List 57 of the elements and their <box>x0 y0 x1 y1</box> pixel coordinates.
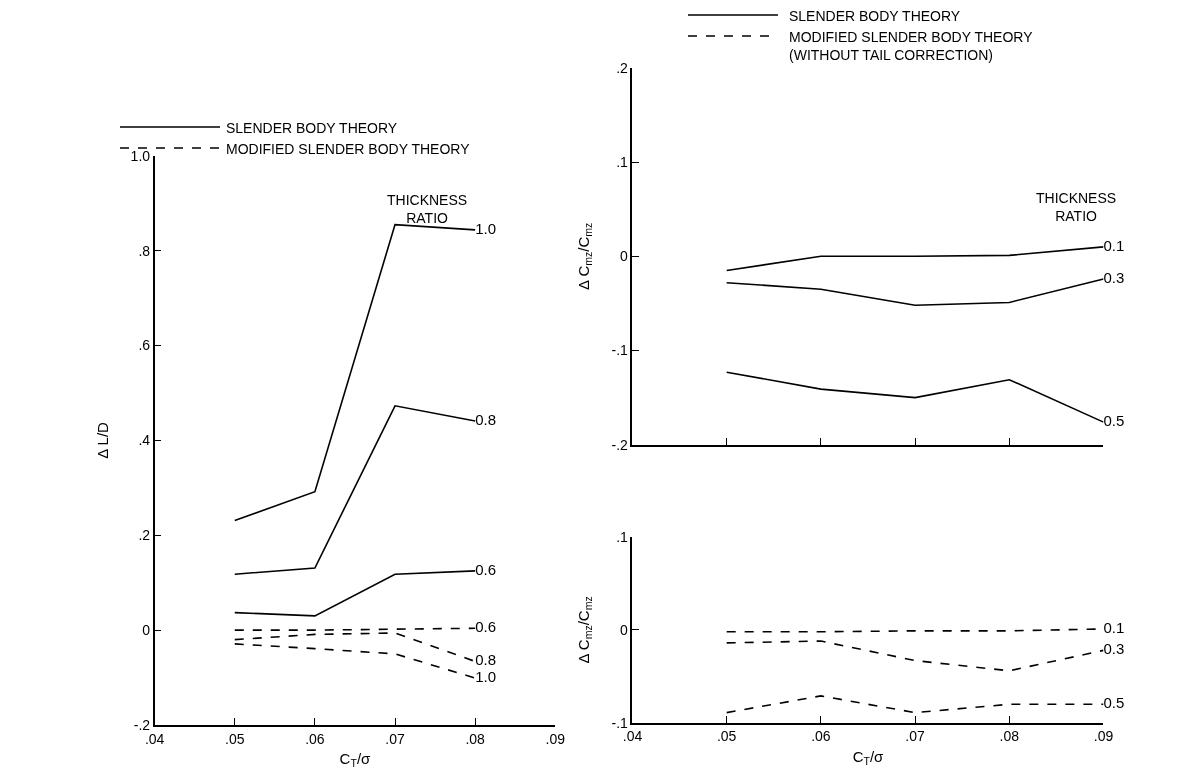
series-label: 0.6 <box>475 560 497 578</box>
x-tick-label: .04 <box>144 730 165 747</box>
y-tick-label: -.2 <box>611 436 629 453</box>
line-series <box>725 278 1104 307</box>
y-axis-title: Δ L/D <box>94 421 112 459</box>
x-tick-label: .08 <box>465 730 486 747</box>
annotation: MODIFIED SLENDER BODY THEORY <box>226 141 471 157</box>
series-label: 0.5 <box>1103 694 1125 712</box>
series-label: 0.8 <box>475 651 497 669</box>
line-series <box>725 246 1104 272</box>
series-label: 0.1 <box>1103 236 1125 254</box>
x-tick-label: .06 <box>811 728 831 745</box>
x-tick-label: .09 <box>545 730 566 747</box>
series-label: 1.0 <box>475 219 497 237</box>
line-series <box>233 223 476 522</box>
y-tick-label: 0 <box>620 621 629 638</box>
series-label: 0.8 <box>475 410 497 428</box>
x-tick-label: .07 <box>385 730 405 747</box>
series-label: 0.3 <box>1103 268 1125 286</box>
y-tick-label: .2 <box>616 59 629 76</box>
line-series <box>233 405 476 575</box>
series-label: 0.1 <box>1103 618 1125 636</box>
x-tick-label: .08 <box>999 728 1020 745</box>
y-tick-label: .4 <box>138 432 151 449</box>
y-tick-label: .8 <box>138 242 151 259</box>
y-tick-label: 1.0 <box>130 147 151 164</box>
y-tick-label: -.1 <box>611 342 629 359</box>
text: SLENDER BODY THEORY <box>789 8 961 24</box>
line-series <box>233 632 476 663</box>
y-tick-label: .2 <box>138 527 151 544</box>
annotation: THICKNESS RATIO <box>1036 190 1117 225</box>
y-tick-label: 0 <box>142 622 151 639</box>
x-tick-label: .07 <box>905 728 926 745</box>
line-series <box>725 640 1104 672</box>
x-tick-label: .05 <box>225 730 245 747</box>
y-tick-label: .1 <box>616 528 629 545</box>
annotation: THICKNESS RATIO <box>387 192 468 227</box>
x-tick-label: .05 <box>716 728 737 745</box>
line-series <box>233 643 476 679</box>
x-axis-title: C$_{T}$/σ <box>339 750 372 770</box>
y-tick-label: -.1 <box>611 714 629 731</box>
text: SLENDER BODY THEORY <box>226 120 398 136</box>
series-label: 0.5 <box>1103 411 1125 429</box>
series-label: 1.0 <box>475 667 497 685</box>
series-label: 0.6 <box>475 618 497 635</box>
text: MODIFIED SLENDER BODY THEORY (WITHOUT TAIL CORRECTION) <box>789 29 1034 64</box>
y-tick-label: -.2 <box>133 716 151 733</box>
x-tick-label: .09 <box>1093 728 1114 745</box>
line-series <box>233 570 476 617</box>
x-tick-label: .06 <box>305 730 325 747</box>
y-tick-label: .6 <box>138 337 151 354</box>
y-tick-label: 0 <box>620 248 629 265</box>
x-tick-label: .04 <box>622 728 643 745</box>
series-label: 0.3 <box>1103 640 1125 658</box>
y-tick-label: .1 <box>616 154 629 171</box>
x-axis-title: C$_{T}$/σ <box>852 747 885 768</box>
line-series <box>725 371 1104 423</box>
